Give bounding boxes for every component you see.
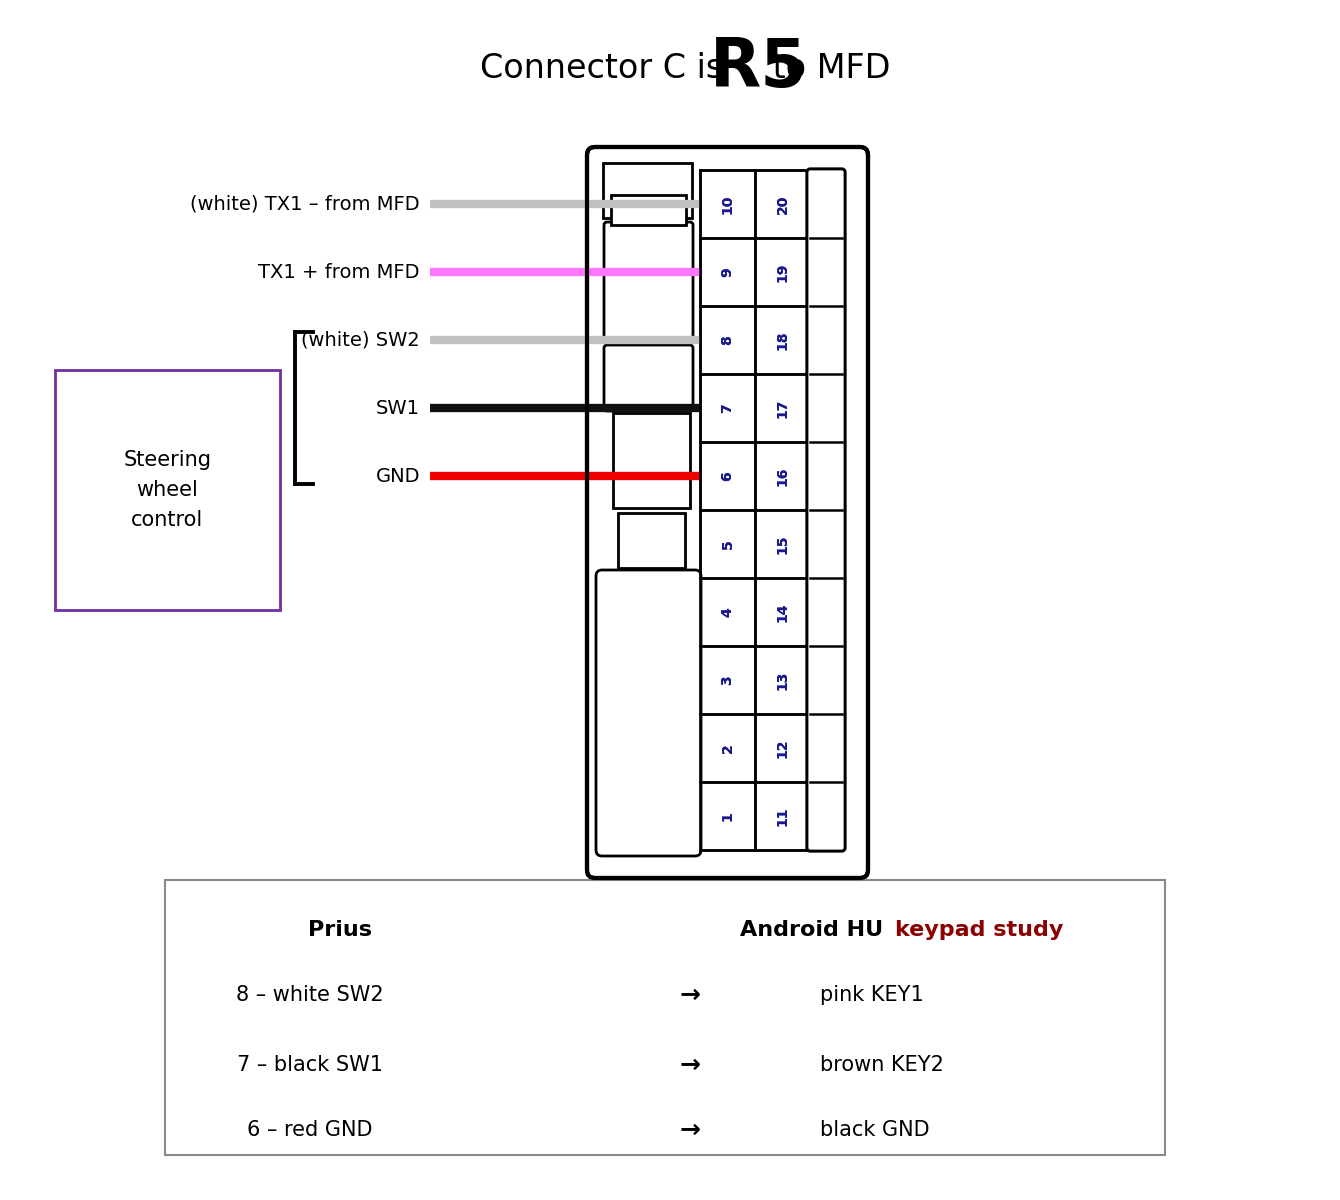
Text: 16: 16: [776, 467, 789, 486]
Text: →: →: [679, 983, 701, 1007]
Text: 20: 20: [776, 194, 789, 214]
Text: →: →: [679, 1054, 701, 1078]
Text: 9: 9: [721, 268, 734, 277]
Text: →: →: [679, 1118, 701, 1142]
Text: 5: 5: [721, 539, 734, 548]
Text: 8: 8: [721, 335, 734, 344]
Bar: [611, 194, 686, 226]
Text: 3: 3: [721, 676, 734, 685]
FancyBboxPatch shape: [596, 570, 701, 856]
Text: TX1 + from MFD: TX1 + from MFD: [259, 263, 419, 282]
Text: Connector C is: Connector C is: [480, 52, 734, 84]
Text: 1: 1: [721, 811, 734, 821]
Text: 8 – white SW2: 8 – white SW2: [236, 985, 383, 1006]
Text: 11: 11: [776, 806, 789, 826]
Text: Steering
wheel
control: Steering wheel control: [123, 450, 212, 529]
Bar: [165, 880, 1164, 1154]
Text: 20: 20: [776, 194, 789, 214]
Text: 1: 1: [721, 811, 734, 821]
Bar: [55, 370, 280, 610]
Text: 2: 2: [721, 743, 734, 752]
Text: Android HU: Android HU: [740, 920, 891, 940]
Text: 18: 18: [776, 330, 789, 349]
Text: 3: 3: [721, 676, 734, 685]
Text: GND: GND: [375, 467, 419, 486]
Text: 6: 6: [721, 472, 734, 481]
Text: 17: 17: [776, 398, 789, 418]
Text: 7 – black SW1: 7 – black SW1: [237, 1055, 383, 1075]
Text: 8: 8: [721, 335, 734, 344]
FancyBboxPatch shape: [807, 169, 846, 851]
Text: 14: 14: [776, 602, 789, 622]
Text: 19: 19: [776, 263, 789, 282]
Text: black GND: black GND: [820, 1120, 930, 1140]
Text: 12: 12: [776, 738, 789, 757]
Text: (white) TX1 – from MFD: (white) TX1 – from MFD: [190, 194, 419, 214]
Text: 13: 13: [776, 671, 789, 690]
FancyBboxPatch shape: [587, 146, 868, 878]
Text: 10: 10: [721, 194, 734, 214]
Text: to MFD: to MFD: [762, 52, 891, 84]
Text: 18: 18: [776, 330, 789, 349]
Text: SW1: SW1: [377, 398, 419, 418]
Text: 7: 7: [721, 403, 734, 413]
Text: 16: 16: [776, 467, 789, 486]
Text: (white) SW2: (white) SW2: [302, 330, 419, 349]
Text: 11: 11: [776, 806, 789, 826]
Text: 5: 5: [721, 539, 734, 548]
Text: 6 – red GND: 6 – red GND: [248, 1120, 373, 1140]
Text: 2: 2: [721, 743, 734, 752]
Text: 9: 9: [721, 268, 734, 277]
Bar: [603, 163, 691, 218]
Text: 10: 10: [721, 194, 734, 214]
Text: 17: 17: [776, 398, 789, 418]
Text: 4: 4: [721, 607, 734, 617]
Text: 19: 19: [776, 263, 789, 282]
FancyBboxPatch shape: [604, 346, 693, 410]
FancyBboxPatch shape: [807, 169, 846, 851]
Text: 15: 15: [776, 534, 789, 553]
Text: 12: 12: [776, 738, 789, 757]
Text: pink KEY1: pink KEY1: [820, 985, 923, 1006]
Text: 15: 15: [776, 534, 789, 553]
Text: 4: 4: [721, 607, 734, 617]
Text: keypad study: keypad study: [895, 920, 1064, 940]
FancyBboxPatch shape: [604, 222, 693, 343]
Text: brown KEY2: brown KEY2: [820, 1055, 943, 1075]
Bar: [618, 514, 685, 568]
Text: R5: R5: [710, 35, 808, 101]
Text: 7: 7: [721, 403, 734, 413]
Text: 6: 6: [721, 472, 734, 481]
Text: 13: 13: [776, 671, 789, 690]
Text: Prius: Prius: [308, 920, 373, 940]
Bar: [612, 413, 690, 508]
Text: 14: 14: [776, 602, 789, 622]
